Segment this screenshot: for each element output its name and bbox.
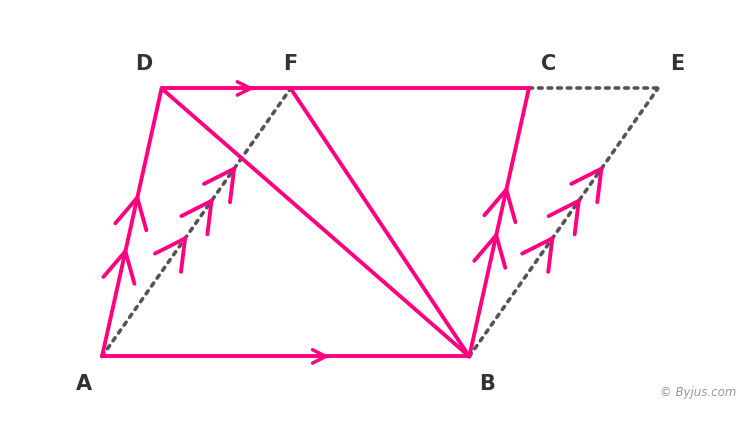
Text: E: E [670, 54, 685, 74]
Text: D: D [135, 54, 152, 74]
Text: © Byjus.com: © Byjus.com [660, 386, 736, 399]
Text: B: B [479, 374, 495, 394]
Text: A: A [76, 374, 92, 394]
Text: C: C [541, 54, 556, 74]
Text: F: F [284, 54, 298, 74]
